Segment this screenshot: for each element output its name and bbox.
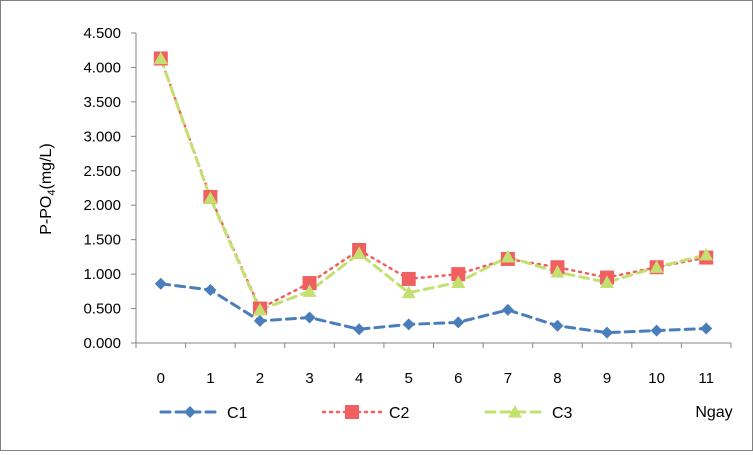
data-point-c3 <box>500 249 515 263</box>
data-point-c3 <box>451 275 466 288</box>
y-tick-label: 0.500 <box>83 301 121 318</box>
legend-label-c3: C3 <box>552 405 573 422</box>
x-tick-label: 8 <box>553 370 561 387</box>
data-point-c2 <box>302 276 317 291</box>
x-tick-label: 2 <box>256 370 264 387</box>
data-point-c3 <box>600 275 615 288</box>
x-tick-label: 1 <box>206 370 214 387</box>
y-tick-label: 2.000 <box>83 197 121 214</box>
y-tick-label: 3.500 <box>83 94 121 111</box>
y-tick-label: 3.000 <box>83 128 121 145</box>
data-point-c1 <box>601 326 614 339</box>
y-tick-labels: 0.000 0.500 1.000 1.500 2.000 2.500 3.000 3.500… <box>83 25 121 352</box>
series-line-c1 <box>159 282 708 335</box>
y-tick-label: 1.000 <box>83 266 121 283</box>
x-tick-labels: 0 1 2 3 4 5 6 7 8 9 10 11 <box>157 370 714 387</box>
data-point-c3 <box>252 302 267 316</box>
x-tick-label: 7 <box>504 370 512 387</box>
data-point-c1 <box>353 323 366 336</box>
x-tick-label: 6 <box>454 370 462 387</box>
data-point-c3 <box>203 191 218 204</box>
data-point-c1 <box>452 316 465 329</box>
data-point-c1 <box>253 314 266 327</box>
x-tick-label: 10 <box>648 370 665 387</box>
data-point-c3 <box>699 247 714 261</box>
data-point-c3 <box>401 285 416 299</box>
y-tick-label: 2.500 <box>83 163 121 180</box>
data-point-c1 <box>551 319 564 332</box>
axes <box>131 32 732 348</box>
y-tick-label: 1.500 <box>83 232 121 249</box>
data-point-c2 <box>451 267 466 282</box>
x-tick-label: 0 <box>157 370 165 387</box>
legend: C1 C2 C3 <box>159 405 573 422</box>
data-point-c1 <box>650 324 663 337</box>
legend-label-c1: C1 <box>227 405 248 422</box>
legend-marker-c2 <box>345 405 359 419</box>
data-point-c3 <box>550 265 565 278</box>
y-tick-label: 0.000 <box>83 335 121 352</box>
data-point-c3 <box>302 284 317 297</box>
y-axis-label: P-PO4(mg/L) <box>38 143 58 234</box>
data-point-c1 <box>204 283 217 296</box>
series-markers <box>153 51 714 339</box>
data-point-c1 <box>402 318 415 331</box>
x-tick-label: 11 <box>698 370 714 387</box>
legend-label-c2: C2 <box>389 405 410 422</box>
data-point-c1 <box>700 322 713 335</box>
series-lines <box>159 56 708 335</box>
legend-marker-c1 <box>184 406 196 418</box>
series-line-c2 <box>159 57 708 311</box>
x-tick-label: 3 <box>305 370 313 387</box>
data-point-c3 <box>649 260 664 273</box>
data-point-c1 <box>303 311 316 324</box>
data-point-c3 <box>153 51 168 65</box>
x-tick-label: 5 <box>405 370 413 387</box>
x-tick-label: 9 <box>603 370 611 387</box>
y-tick-label: 4.000 <box>83 59 121 76</box>
data-point-c1 <box>154 277 167 290</box>
data-point-c1 <box>501 303 514 316</box>
x-axis-label: Ngay <box>695 404 732 421</box>
data-point-c2 <box>401 271 416 286</box>
data-point-c3 <box>352 246 367 260</box>
x-tick-label: 4 <box>355 370 363 387</box>
series-line-c3 <box>159 56 708 312</box>
y-tick-label: 4.500 <box>83 25 121 42</box>
legend-marker-c3 <box>508 405 522 418</box>
